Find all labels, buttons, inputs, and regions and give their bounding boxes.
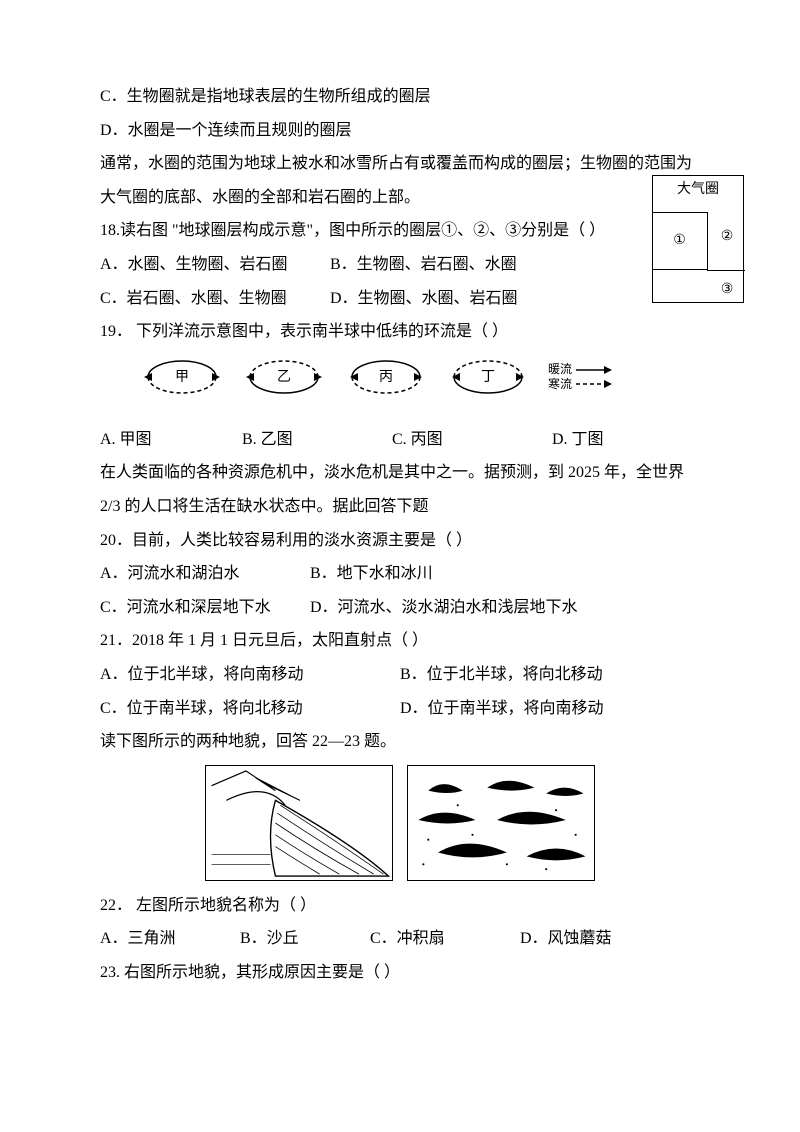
- diagram-separator: [707, 270, 745, 271]
- q19-d: D. 丁图: [552, 423, 604, 457]
- q22-b: B．沙丘: [240, 922, 370, 956]
- legend-warm-label: 暖流: [548, 362, 572, 376]
- landform-dune-image: [407, 765, 595, 881]
- q22-c: C．冲积扇: [370, 922, 520, 956]
- opt-d: D．水圈是一个连续而且规则的圈层: [100, 114, 700, 148]
- q20-a: A．河流水和湖泊水: [100, 557, 310, 591]
- label-circle-2: ②: [711, 222, 743, 251]
- svg-text:乙: 乙: [277, 369, 291, 385]
- q19-a: A. 甲图: [100, 423, 242, 457]
- q20-stem: 20．目前，人类比较容易利用的淡水资源主要是（ ）: [100, 524, 700, 558]
- label-atmosphere: 大气圈: [653, 176, 743, 200]
- sphere-diagram: 大气圈 ① ② ③: [652, 175, 744, 303]
- gyre-jia: 甲: [140, 355, 224, 399]
- paragraph-sphere: 通常，水圈的范围为地球上被水和冰雪所占有或覆盖而构成的圈层；生物圈的范围为大气圈…: [100, 147, 700, 214]
- landform-images: [100, 765, 700, 881]
- svg-text:丙: 丙: [379, 370, 393, 385]
- svg-text:丁: 丁: [481, 370, 495, 385]
- gyre-yi: 乙: [242, 355, 326, 399]
- q20-c: C．河流水和深层地下水: [100, 591, 310, 625]
- q18-stem: 18.读右图 "地球圈层构成示意"，图中所示的圈层①、②、③分别是（ ）: [100, 214, 700, 248]
- paragraph-water: 在人类面临的各种资源危机中，淡水危机是其中之一。据预测，到 2025 年，全世界…: [100, 456, 700, 523]
- q19-b: B. 乙图: [242, 423, 392, 457]
- q23-stem: 23. 右图所示地貌，其形成原因主要是（ ）: [100, 956, 700, 990]
- gyre-legend: 暖流 寒流: [548, 362, 612, 391]
- label-circle-3: ③: [711, 275, 743, 304]
- q22-d: D．风蚀蘑菇: [520, 922, 612, 956]
- q22-stem: 22． 左图所示地貌名称为（ ）: [100, 889, 700, 923]
- landform-fan-image: [205, 765, 393, 881]
- q20-d: D．河流水、淡水湖泊水和浅层地下水: [310, 591, 578, 625]
- opt-c: C．生物圈就是指地球表层的生物所组成的圈层: [100, 80, 700, 114]
- q22-a: A．三角洲: [100, 922, 240, 956]
- gyre-bing: 丙: [344, 355, 428, 399]
- q20-b: B．地下水和冰川: [310, 557, 433, 591]
- gyre-ding: 丁: [446, 355, 530, 399]
- label-circle-1: ①: [652, 212, 708, 270]
- q21-c: C．位于南半球，将向北移动: [100, 692, 400, 726]
- q19-stem: 19． 下列洋流示意图中，表示南半球中低纬的环流是（ ）: [100, 315, 700, 349]
- q21-d: D．位于南半球，将向南移动: [400, 692, 604, 726]
- q21-stem: 21．2018 年 1 月 1 日元旦后，太阳直射点（ ）: [100, 624, 700, 658]
- gyre-diagram-row: 甲 乙 丙: [140, 355, 700, 399]
- q18-a: A．水圈、生物圈、岩石圈: [100, 248, 330, 282]
- paragraph-landform: 读下图所示的两种地貌，回答 22—23 题。: [100, 725, 700, 759]
- q21-a: A．位于北半球，将向南移动: [100, 658, 400, 692]
- q18-c: C．岩石圈、水圈、生物圈: [100, 282, 330, 316]
- q18-d: D．生物圈、水圈、岩石圈: [330, 282, 518, 316]
- legend-cold-label: 寒流: [548, 377, 572, 391]
- svg-text:甲: 甲: [175, 370, 189, 385]
- q19-c: C. 丙图: [392, 423, 552, 457]
- q21-b: B．位于北半球，将向北移动: [400, 658, 603, 692]
- q18-b: B．生物圈、岩石圈、水圈: [330, 248, 517, 282]
